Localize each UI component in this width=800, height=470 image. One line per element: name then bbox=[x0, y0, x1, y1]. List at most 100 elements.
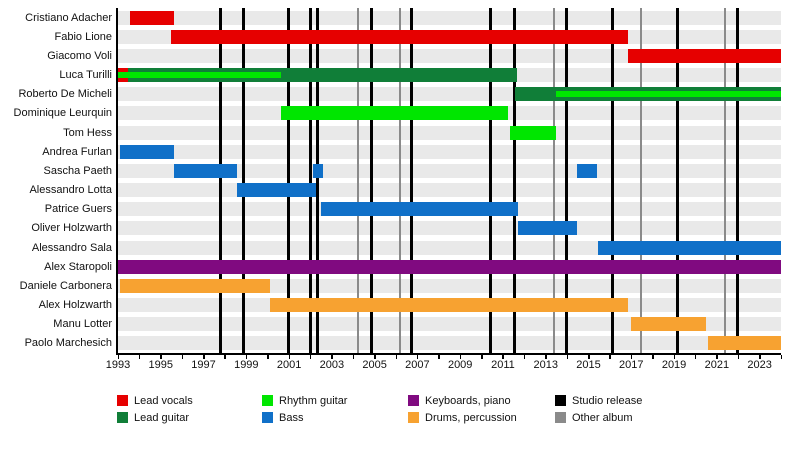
year-tick-label: 2009 bbox=[447, 359, 473, 371]
year-tick bbox=[267, 355, 269, 359]
studio-release-line bbox=[735, 8, 739, 353]
other-album-line bbox=[553, 8, 556, 353]
legend-label: Studio release bbox=[572, 395, 643, 407]
year-tick bbox=[652, 355, 654, 359]
member-name-label: Tom Hess bbox=[63, 126, 112, 139]
year-tick bbox=[203, 355, 205, 359]
studio-release-line bbox=[308, 8, 312, 353]
year-tick bbox=[737, 355, 740, 359]
year-tick-label: 2003 bbox=[319, 359, 345, 371]
other-album-line bbox=[724, 8, 727, 353]
legend-swatch-bass bbox=[262, 412, 273, 423]
timeline-bar-bass bbox=[174, 163, 237, 178]
timeline-bar-lead-vocals bbox=[171, 29, 629, 44]
year-tick-label: 1999 bbox=[234, 359, 259, 371]
year-tick bbox=[523, 355, 526, 359]
timeline-bar-bass bbox=[598, 240, 781, 255]
studio-release-line bbox=[488, 8, 492, 353]
year-tick bbox=[630, 355, 633, 359]
legend-swatch-lead-vocals bbox=[117, 395, 128, 406]
member-name-label: Alex Holzwarth bbox=[38, 299, 112, 312]
timeline-bar-rhythm-guitar bbox=[118, 72, 281, 79]
year-tick bbox=[395, 355, 398, 359]
year-tick bbox=[780, 355, 782, 359]
studio-release-line bbox=[409, 8, 413, 353]
member-row-band bbox=[118, 48, 781, 63]
member-row-band bbox=[118, 163, 781, 178]
year-tick bbox=[566, 355, 569, 359]
studio-release-line bbox=[369, 8, 373, 353]
member-row-band bbox=[118, 221, 781, 236]
year-tick bbox=[502, 355, 504, 359]
member-name-label: Fabio Lione bbox=[54, 30, 113, 43]
year-tick bbox=[288, 355, 291, 359]
y-axis-line bbox=[116, 8, 118, 355]
member-name-label: Alessandro Lotta bbox=[29, 184, 112, 197]
year-tick bbox=[609, 355, 611, 359]
member-row-band bbox=[118, 183, 781, 198]
legend-label: Keyboards, piano bbox=[425, 395, 511, 407]
year-tick bbox=[588, 355, 590, 359]
year-tick bbox=[224, 355, 226, 359]
legend-swatch-studio-release bbox=[555, 395, 566, 406]
legend-label: Drums, percussion bbox=[425, 412, 517, 424]
member-row-band bbox=[118, 336, 781, 351]
year-tick bbox=[545, 355, 547, 359]
legend-swatch-other-album bbox=[555, 412, 566, 423]
timeline-bar-bass bbox=[517, 221, 578, 236]
legend-label: Other album bbox=[572, 412, 633, 424]
studio-release-line bbox=[564, 8, 568, 353]
x-axis-line bbox=[116, 353, 781, 355]
member-name-label: Andrea Furlan bbox=[42, 145, 112, 158]
member-name-label: Cristiano Adacher bbox=[25, 11, 112, 24]
member-row-band bbox=[118, 278, 781, 293]
timeline-bar-bass bbox=[120, 144, 175, 159]
member-name-label: Luca Turilli bbox=[59, 69, 112, 82]
year-tick bbox=[459, 355, 462, 359]
other-album-line bbox=[399, 8, 402, 353]
legend-label: Lead vocals bbox=[134, 395, 193, 407]
timeline-bar-keyboards-piano bbox=[118, 259, 781, 274]
timeline-bar-rhythm-guitar bbox=[510, 125, 557, 140]
legend-swatch-keyboards-piano bbox=[408, 395, 419, 406]
year-tick bbox=[694, 355, 697, 359]
member-row-band bbox=[118, 125, 781, 140]
legend-swatch-drums-percussion bbox=[408, 412, 419, 423]
year-tick bbox=[138, 355, 141, 359]
year-tick-label: 2017 bbox=[619, 359, 644, 371]
year-tick-label: 2019 bbox=[661, 359, 687, 371]
legend-label: Rhythm guitar bbox=[279, 395, 348, 407]
member-name-label: Manu Lotter bbox=[53, 318, 112, 331]
studio-release-line bbox=[219, 8, 223, 353]
member-name-label: Sascha Paeth bbox=[43, 164, 113, 177]
member-name-label: Daniele Carbonera bbox=[19, 279, 112, 292]
year-tick-label: 2013 bbox=[533, 359, 558, 371]
year-tick bbox=[352, 355, 355, 359]
timeline-bar-lead-vocals bbox=[129, 10, 175, 25]
studio-release-line bbox=[316, 8, 320, 353]
year-tick-label: 1995 bbox=[148, 359, 174, 371]
year-tick bbox=[181, 355, 184, 359]
year-tick bbox=[331, 355, 333, 359]
year-tick-label: 1997 bbox=[191, 359, 216, 371]
year-tick-label: 2005 bbox=[362, 359, 387, 371]
year-tick-label: 2015 bbox=[576, 359, 601, 371]
member-row-band bbox=[118, 10, 781, 25]
year-tick-label: 1993 bbox=[105, 359, 131, 371]
legend-label: Bass bbox=[279, 412, 304, 424]
member-row-band bbox=[118, 144, 781, 159]
studio-release-line bbox=[286, 8, 290, 353]
year-tick bbox=[759, 355, 761, 359]
other-album-line bbox=[639, 8, 642, 353]
studio-release-line bbox=[241, 8, 245, 353]
timeline-bar-lead-guitar bbox=[127, 68, 517, 83]
timeline-bar-rhythm-guitar bbox=[556, 91, 781, 98]
member-name-label: Dominique Leurquin bbox=[13, 107, 112, 120]
year-tick bbox=[438, 355, 440, 359]
timeline-bar-rhythm-guitar bbox=[280, 106, 509, 121]
year-tick bbox=[673, 355, 676, 359]
timeline-bar-bass bbox=[313, 163, 324, 178]
year-tick bbox=[374, 355, 376, 359]
member-name-label: Paolo Marchesich bbox=[24, 337, 112, 350]
